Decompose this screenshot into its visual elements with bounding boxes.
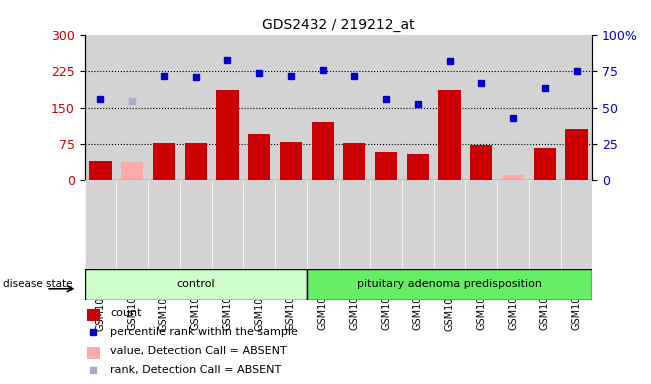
Bar [502, 175, 524, 180]
Bar [248, 134, 270, 180]
Bar [216, 91, 238, 180]
Text: count: count [110, 308, 141, 318]
Text: pituitary adenoma predisposition: pituitary adenoma predisposition [357, 279, 542, 289]
Bar [566, 129, 588, 180]
Bar [470, 146, 492, 180]
Bar [85, 269, 307, 300]
Bar [87, 347, 100, 359]
Bar [87, 309, 100, 321]
Text: value, Detection Call = ABSENT: value, Detection Call = ABSENT [110, 346, 287, 356]
Bar [185, 142, 207, 180]
Text: rank, Detection Call = ABSENT: rank, Detection Call = ABSENT [110, 365, 281, 375]
Bar [307, 269, 592, 300]
Text: control: control [176, 279, 215, 289]
Bar [375, 152, 397, 180]
Text: disease state: disease state [3, 279, 73, 289]
Bar [439, 91, 461, 180]
Bar [534, 148, 556, 180]
Title: GDS2432 / 219212_at: GDS2432 / 219212_at [262, 18, 415, 32]
Bar [280, 142, 302, 180]
Bar [343, 142, 365, 180]
Text: percentile rank within the sample: percentile rank within the sample [110, 327, 298, 337]
Bar [312, 122, 334, 180]
Bar [121, 162, 143, 180]
Bar [407, 154, 429, 180]
Bar [153, 142, 175, 180]
Bar [89, 161, 111, 180]
